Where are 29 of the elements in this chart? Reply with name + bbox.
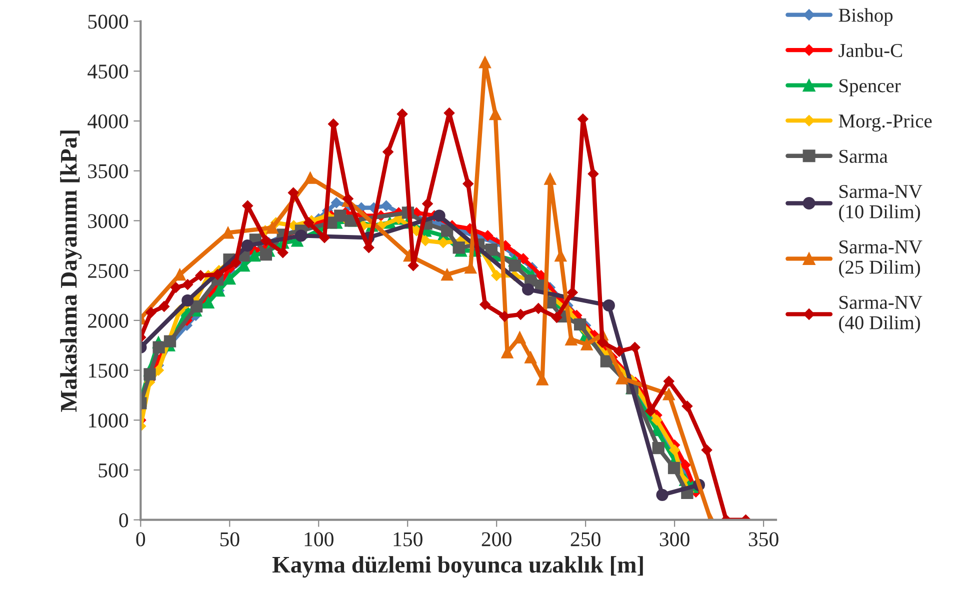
- y-tick-label: 2000: [88, 314, 128, 328]
- y-tick-label: 0: [119, 513, 128, 528]
- y-tick-label: 5000: [88, 14, 128, 29]
- x-tick-label: 250: [570, 532, 600, 546]
- x-tick-label: 350: [748, 532, 778, 546]
- y-tick-label: 1500: [89, 364, 128, 378]
- y-tick-label: 500: [98, 463, 128, 478]
- legend-label: Bishop: [838, 8, 893, 26]
- y-axis-title: Makaslama Dayanımı [kPa]: [60, 130, 82, 412]
- x-tick-label: 200: [482, 532, 512, 546]
- x-tick-label: 0: [136, 532, 146, 546]
- y-tick-label: 2500: [88, 264, 128, 278]
- x-tick-label: 150: [394, 532, 422, 546]
- y-tick-label: 1000: [89, 414, 128, 428]
- legend-label: Spencer: [840, 79, 901, 96]
- y-tick-label: 3000: [88, 214, 128, 228]
- legend-label: Janbu-C: [838, 43, 902, 58]
- y-tick-label: 3500: [88, 164, 128, 178]
- x-axis-title: Kayma düzlemi boyunca uzaklık [m]: [272, 556, 643, 578]
- legend-label: Sarma-NV (10 Dilim): [839, 184, 922, 222]
- legend-label: Sarma-NV (25 Dilim): [839, 240, 922, 278]
- legend-label: Morg.-Price: [838, 114, 932, 132]
- legend-label: Sarma-NV (40 Dilim): [839, 296, 922, 334]
- y-tick-label: 4000: [88, 114, 128, 128]
- x-tick-label: 50: [220, 532, 240, 546]
- y-tick-label: 4500: [88, 64, 128, 79]
- x-tick-label: 100: [304, 532, 334, 546]
- x-tick-label: 300: [660, 532, 690, 546]
- legend-label: Sarma: [840, 150, 888, 163]
